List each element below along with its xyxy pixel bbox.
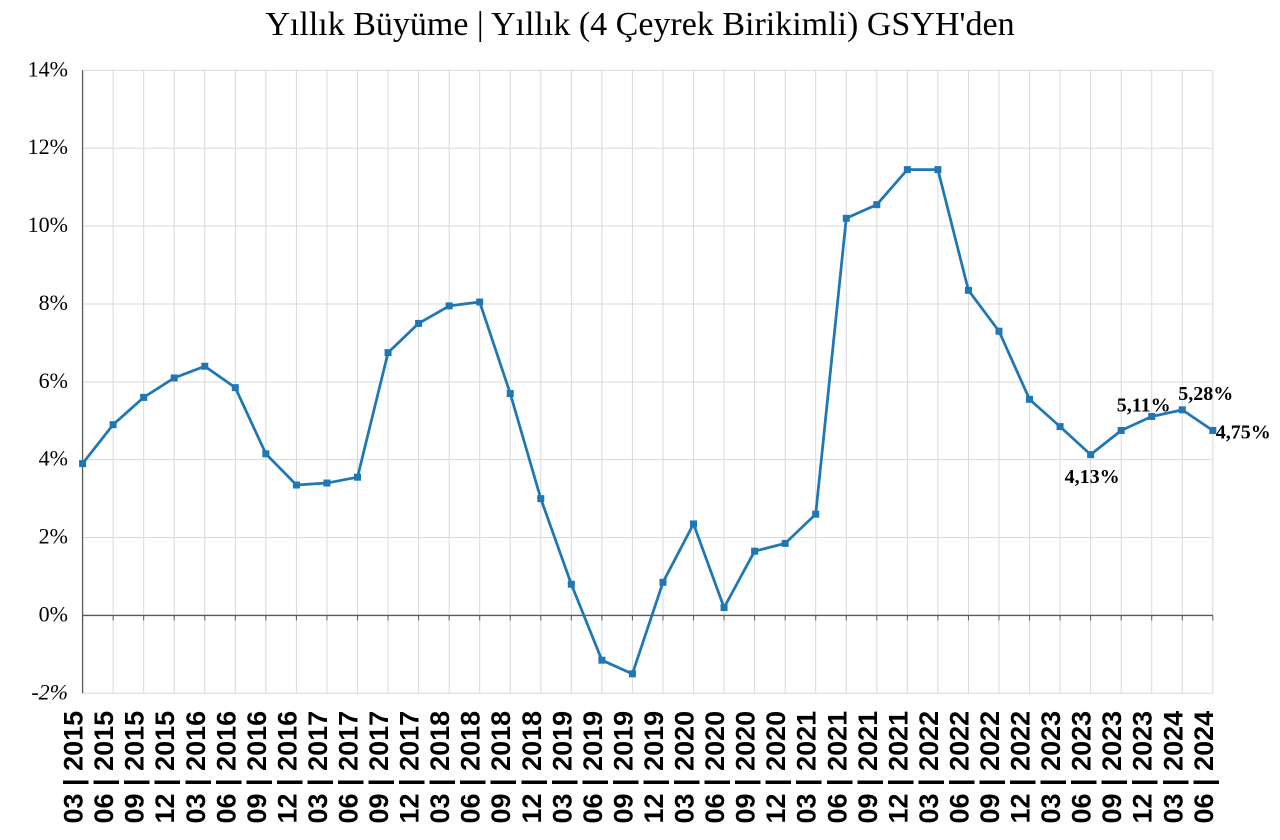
svg-text:06 | 2023: 06 | 2023 [1067, 711, 1097, 824]
svg-text:12 | 2018: 12 | 2018 [517, 711, 547, 824]
svg-text:03 | 2019: 03 | 2019 [547, 711, 577, 824]
svg-text:06 | 2021: 06 | 2021 [822, 711, 852, 824]
svg-text:09 | 2017: 09 | 2017 [364, 711, 394, 824]
svg-text:03 | 2018: 03 | 2018 [425, 711, 455, 824]
svg-text:09 | 2023: 09 | 2023 [1097, 711, 1127, 824]
svg-text:-2%: -2% [31, 679, 68, 704]
svg-text:03 | 2015: 03 | 2015 [59, 711, 89, 824]
svg-text:06 | 2016: 06 | 2016 [211, 711, 241, 824]
svg-text:06 | 2015: 06 | 2015 [89, 711, 119, 824]
svg-text:03 | 2021: 03 | 2021 [792, 711, 822, 824]
svg-text:12 | 2016: 12 | 2016 [272, 711, 302, 824]
svg-text:06 | 2024: 06 | 2024 [1189, 711, 1219, 824]
svg-text:12 | 2023: 12 | 2023 [1128, 711, 1158, 824]
svg-text:09 | 2019: 09 | 2019 [608, 711, 638, 824]
svg-text:2%: 2% [39, 524, 68, 549]
svg-text:12 | 2015: 12 | 2015 [150, 711, 180, 824]
svg-text:14%: 14% [28, 56, 68, 81]
svg-text:12 | 2019: 12 | 2019 [639, 711, 669, 824]
svg-text:06 | 2018: 06 | 2018 [456, 711, 486, 824]
svg-text:09 | 2020: 09 | 2020 [731, 711, 761, 824]
svg-text:09 | 2018: 09 | 2018 [486, 711, 516, 824]
svg-text:03 | 2024: 03 | 2024 [1158, 711, 1188, 824]
svg-text:03 | 2022: 03 | 2022 [914, 711, 944, 824]
svg-text:03 | 2016: 03 | 2016 [181, 711, 211, 824]
svg-text:06 | 2017: 06 | 2017 [334, 711, 364, 824]
svg-text:5,28%: 5,28% [1178, 383, 1233, 405]
svg-text:06 | 2022: 06 | 2022 [944, 711, 974, 824]
svg-text:06 | 2019: 06 | 2019 [578, 711, 608, 824]
svg-text:0%: 0% [39, 601, 68, 626]
svg-text:8%: 8% [39, 290, 68, 315]
svg-text:09 | 2015: 09 | 2015 [120, 711, 150, 824]
svg-text:09 | 2021: 09 | 2021 [853, 711, 883, 824]
svg-text:12 | 2017: 12 | 2017 [395, 711, 425, 824]
svg-text:12 | 2021: 12 | 2021 [883, 711, 913, 824]
svg-text:12%: 12% [28, 134, 68, 159]
svg-text:09 | 2016: 09 | 2016 [242, 711, 272, 824]
svg-text:10%: 10% [28, 212, 68, 237]
svg-text:09 | 2022: 09 | 2022 [975, 711, 1005, 824]
svg-text:03 | 2023: 03 | 2023 [1036, 711, 1066, 824]
svg-text:03 | 2017: 03 | 2017 [303, 711, 333, 824]
svg-text:5,11%: 5,11% [1117, 394, 1171, 416]
svg-text:12 | 2020: 12 | 2020 [761, 711, 791, 824]
svg-text:06 | 2020: 06 | 2020 [700, 711, 730, 824]
svg-text:12 | 2022: 12 | 2022 [1006, 711, 1036, 824]
svg-text:4,75%: 4,75% [1216, 421, 1271, 443]
svg-text:4,13%: 4,13% [1065, 466, 1120, 488]
svg-text:03 | 2020: 03 | 2020 [670, 711, 700, 824]
svg-text:6%: 6% [39, 368, 68, 393]
svg-text:4%: 4% [39, 446, 68, 471]
